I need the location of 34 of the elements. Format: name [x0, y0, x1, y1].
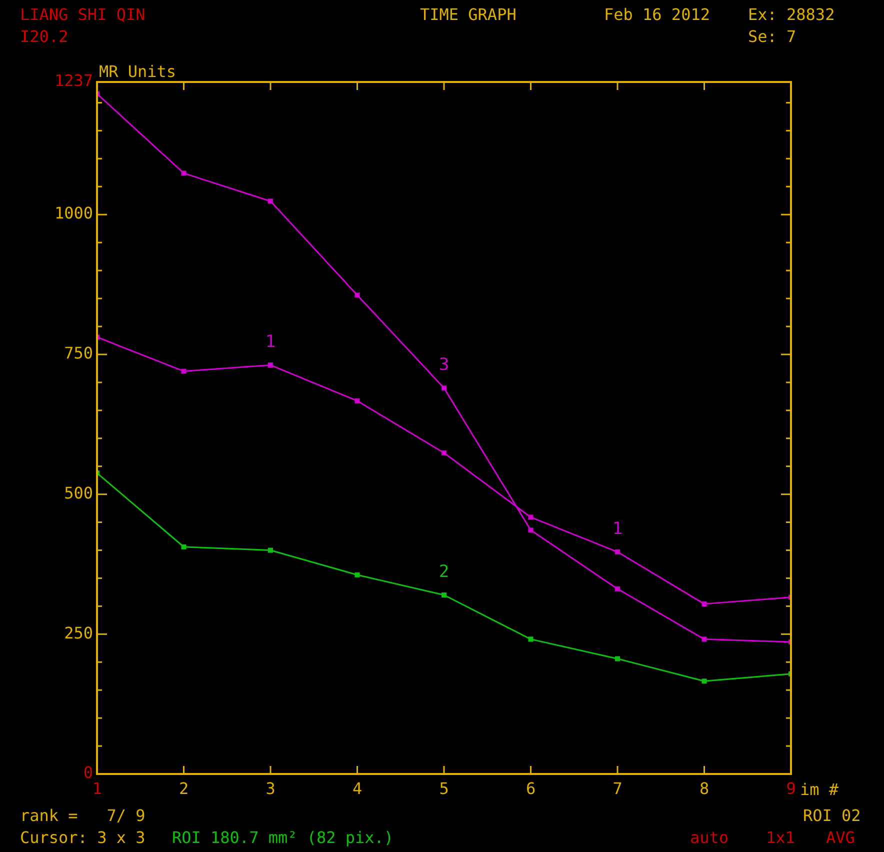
x-axis-title: im # — [800, 780, 839, 799]
text: rank = 7/ 9 — [20, 806, 146, 825]
y-tick-label: 250 — [64, 623, 93, 642]
x-tick-label: 3 — [266, 778, 276, 798]
x-tick-label: 5 — [439, 778, 449, 798]
text: LIANG SHI QIN — [20, 5, 146, 24]
text: auto — [690, 828, 729, 847]
y-tick-label: 1237 — [54, 71, 93, 90]
y-axis-title: MR Units — [99, 62, 176, 81]
text: Ex: 28832 — [748, 5, 835, 24]
x-tick-label: 8 — [699, 778, 710, 798]
annotation: 3 — [438, 354, 450, 375]
annotation: 2 — [438, 562, 450, 582]
annotation: 1 — [612, 518, 623, 539]
x-tick-label: 7 — [612, 778, 622, 798]
x-tick-label: 2 — [178, 778, 189, 798]
x-tick-label: 1 — [92, 778, 102, 798]
text: 1x1 — [766, 828, 795, 847]
x-tick-label: 9 — [786, 778, 796, 798]
chart-title: TIME GRAPH — [420, 5, 516, 24]
y-tick-label: 1000 — [54, 204, 93, 223]
text: I20.2 — [20, 27, 68, 46]
text: Feb 16 2012 — [604, 5, 710, 24]
x-tick-label: 6 — [526, 778, 536, 798]
y-tick-label: 750 — [64, 344, 93, 363]
text: AVG — [826, 828, 855, 847]
text: Cursor: 3 x 3 — [20, 828, 146, 847]
x-tick-label: 4 — [352, 778, 362, 798]
annotation: 1 — [265, 332, 276, 352]
text: ROI 180.7 mm² (82 pix.) — [172, 828, 394, 847]
text: Se: 7 — [748, 27, 796, 46]
y-tick-label: 0 — [83, 763, 93, 782]
text: ROI 02 — [803, 806, 861, 825]
y-tick-label: 500 — [64, 483, 93, 502]
